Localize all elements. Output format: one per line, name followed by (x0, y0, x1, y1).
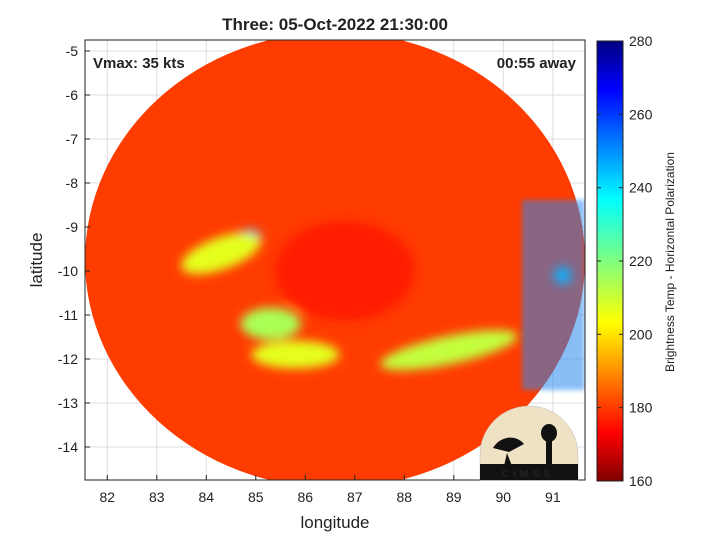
y-tick-label: -13 (58, 395, 78, 411)
y-tick-label: -8 (66, 175, 79, 191)
swath-edge-strip (522, 200, 585, 390)
x-tick-label: 83 (149, 489, 165, 505)
x-tick-label: 85 (248, 489, 264, 505)
feature-western-band (181, 232, 261, 275)
time-away-annotation: 00:55 away (497, 55, 577, 72)
feature-center-region (274, 221, 415, 321)
x-tick-label: 82 (99, 489, 115, 505)
y-tick-label: -7 (66, 131, 79, 147)
y-tick-label: -11 (59, 307, 78, 323)
colorbar-ticks: 280 260 240 220 200 180 160 (597, 33, 653, 489)
x-tick-label: 86 (298, 489, 314, 505)
colorbar-label: Brightness Temp - Horizontal Polarizatio… (663, 152, 677, 372)
chart-title: Three: 05-Oct-2022 21:30:00 (222, 15, 448, 34)
colorbar-tick-label: 180 (629, 400, 653, 416)
plot-frame (84, 39, 586, 481)
colorbar-tick-label: 200 (629, 326, 653, 342)
colorbar-tick-label: 160 (629, 473, 653, 489)
x-tick-label: 88 (397, 489, 413, 505)
storm-features (181, 221, 572, 371)
y-axis-ticks: -5 -6 -7 -8 -9 -10 -11 -12 -13 -14 (58, 43, 90, 455)
vmax-annotation: Vmax: 35 kts (93, 55, 185, 72)
colorbar-tick-label: 220 (629, 253, 653, 269)
x-tick-label: 87 (347, 489, 363, 505)
y-tick-label: -6 (66, 87, 79, 103)
water-tower-icon (546, 440, 552, 466)
y-tick-label: -5 (66, 43, 79, 59)
x-axis-label: longitude (300, 513, 369, 532)
y-axis-label: latitude (27, 233, 46, 288)
y-tick-label: -14 (58, 439, 78, 455)
colorbar-tick-label: 240 (629, 180, 653, 196)
x-axis-ticks: 82 83 84 85 86 87 88 89 90 91 (99, 475, 561, 505)
cimss-logo: CIMSS (479, 405, 579, 481)
colorbar-tick-label: 260 (629, 106, 653, 122)
x-tick-label: 84 (198, 489, 214, 505)
feature-southeast-band (380, 330, 518, 371)
y-tick-label: -10 (58, 263, 78, 279)
x-tick-label: 90 (496, 489, 512, 505)
feature-southwest-band (240, 307, 301, 340)
satellite-dish-icon (493, 437, 524, 452)
x-tick-label: 89 (446, 489, 462, 505)
y-tick-label: -9 (66, 219, 79, 235)
x-tick-label: 91 (545, 489, 561, 505)
y-tick-label: -12 (58, 351, 78, 367)
colorbar-tick-label: 280 (629, 33, 653, 49)
feature-southern-band (251, 340, 340, 369)
cimss-logo-text: CIMSS (501, 468, 554, 480)
